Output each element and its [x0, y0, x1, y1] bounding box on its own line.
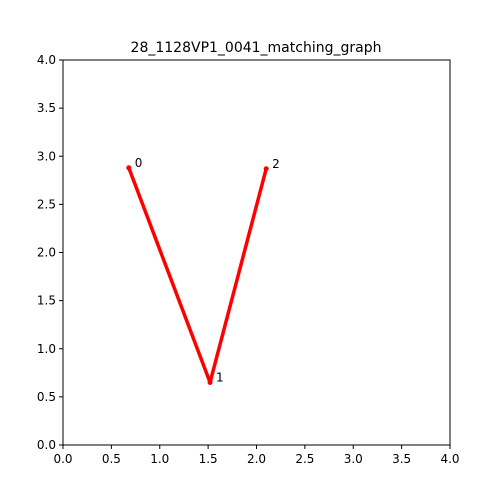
y-tick-label: 3.0 [37, 149, 56, 163]
y-tick-label: 1.5 [37, 294, 56, 308]
y-tick-label: 2.0 [37, 246, 56, 260]
y-tick-label: 3.5 [37, 101, 56, 115]
x-tick-label: 2.5 [295, 452, 314, 466]
x-tick-label: 0.5 [102, 452, 121, 466]
graph-node [126, 165, 131, 170]
x-tick-label: 1.0 [150, 452, 169, 466]
chart-title: 28_1128VP1_0041_matching_graph [131, 40, 382, 56]
x-tick-label: 4.0 [440, 452, 459, 466]
y-tick-label: 1.0 [37, 342, 56, 356]
node-label: 2 [272, 157, 280, 171]
y-tick-label: 0.5 [37, 390, 56, 404]
y-tick-label: 0.0 [37, 438, 56, 452]
graph-node [264, 166, 269, 171]
y-tick-label: 4.0 [37, 53, 56, 67]
node-label: 0 [135, 156, 143, 170]
y-tick-label: 2.5 [37, 197, 56, 211]
x-tick-label: 0.0 [53, 452, 72, 466]
node-label: 1 [216, 370, 224, 384]
x-tick-label: 2.0 [247, 452, 266, 466]
graph-node [208, 380, 213, 385]
x-tick-label: 3.0 [344, 452, 363, 466]
x-tick-label: 3.5 [392, 452, 411, 466]
x-tick-label: 1.5 [199, 452, 218, 466]
